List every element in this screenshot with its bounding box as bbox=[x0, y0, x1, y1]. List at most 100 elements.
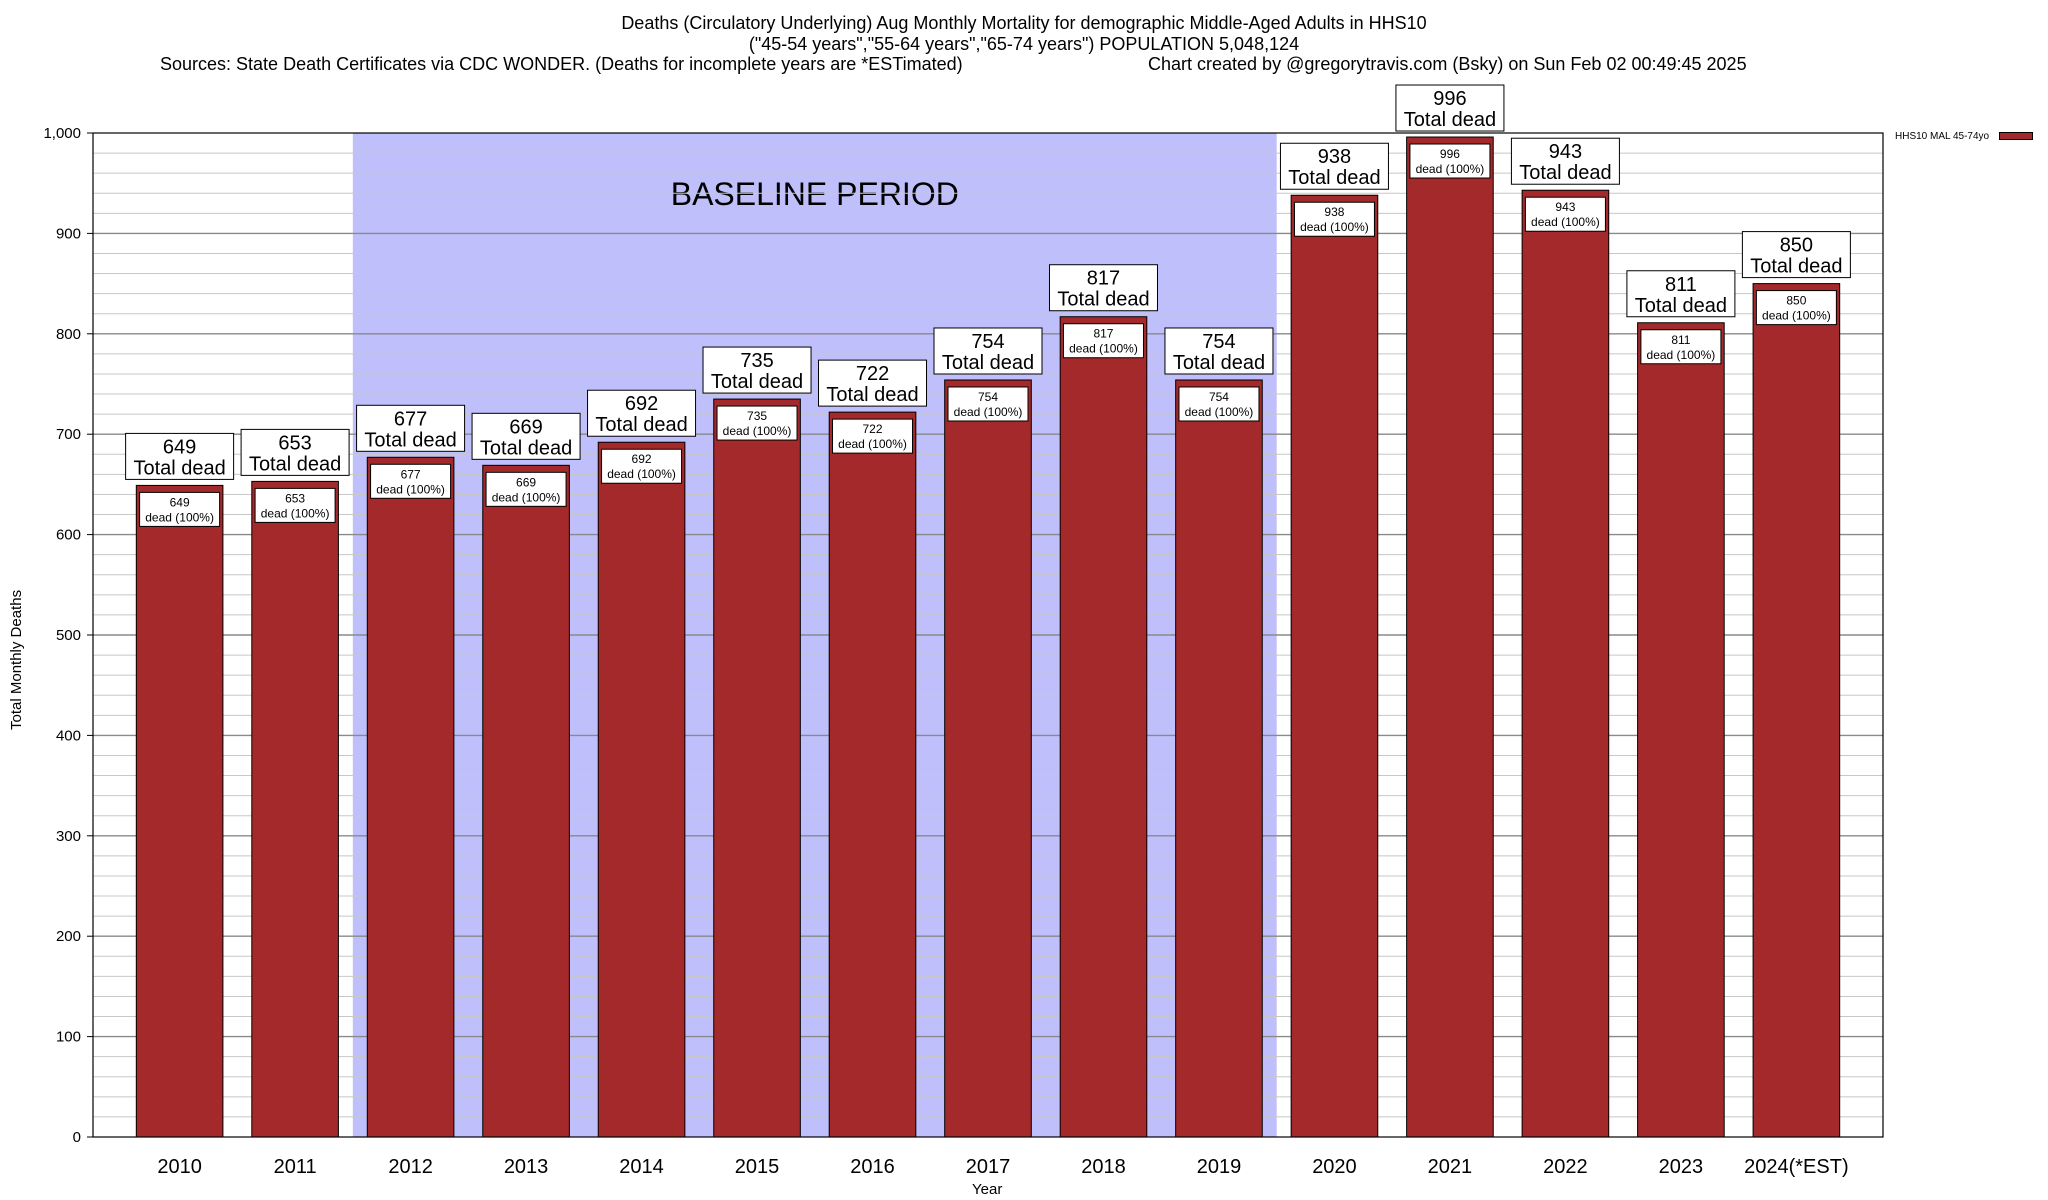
inner-label-box bbox=[139, 491, 221, 527]
legend: HHS10 MAL 45-74yo bbox=[1895, 131, 2034, 142]
top-total-label: Total dead bbox=[1635, 295, 1727, 317]
top-total-label: Total dead bbox=[364, 429, 456, 451]
x-tick-label: 2019 bbox=[1197, 1156, 1242, 1178]
inner-label-box bbox=[485, 471, 567, 507]
y-tick-label: 300 bbox=[56, 828, 81, 845]
top-value-label: 754 bbox=[1202, 331, 1235, 353]
top-label-box bbox=[125, 432, 235, 480]
inner-percent-label: dead (100%) bbox=[1300, 220, 1369, 234]
top-total-label: Total dead bbox=[1173, 352, 1265, 374]
top-value-label: 669 bbox=[509, 416, 542, 438]
bar bbox=[135, 484, 224, 1138]
bar bbox=[366, 456, 455, 1138]
top-total-label: Total dead bbox=[1750, 256, 1842, 278]
x-tick-label: 2012 bbox=[388, 1156, 433, 1178]
inner-label-box bbox=[1409, 143, 1491, 179]
inner-percent-label: dead (100%) bbox=[1069, 342, 1138, 356]
x-axis-label: Year bbox=[972, 1181, 1003, 1198]
top-label-box bbox=[933, 327, 1043, 375]
inner-label-box bbox=[716, 405, 798, 441]
top-total-label: Total dead bbox=[1288, 167, 1380, 189]
top-total-label: Total dead bbox=[1404, 109, 1496, 131]
top-value-label: 735 bbox=[740, 350, 773, 372]
legend-label: HHS10 MAL 45-74yo bbox=[1895, 131, 1990, 142]
inner-label-box bbox=[1755, 290, 1837, 326]
inner-percent-label: dead (100%) bbox=[492, 490, 561, 504]
top-label-box bbox=[1048, 264, 1158, 312]
x-tick-label: 2018 bbox=[1081, 1156, 1126, 1178]
inner-percent-label: dead (100%) bbox=[607, 467, 676, 481]
x-tick-label: 2020 bbox=[1312, 1156, 1357, 1178]
y-tick-label: 200 bbox=[56, 928, 81, 945]
bar bbox=[482, 464, 570, 1138]
inner-label-box bbox=[601, 448, 683, 484]
inner-percent-label: dead (100%) bbox=[954, 405, 1023, 419]
x-tick-label: 2023 bbox=[1659, 1156, 1704, 1178]
inner-value-label: 669 bbox=[516, 475, 536, 489]
top-total-label: Total dead bbox=[595, 414, 687, 436]
x-tick-label: 2015 bbox=[735, 1156, 780, 1178]
top-value-label: 677 bbox=[394, 408, 427, 430]
top-value-label: 817 bbox=[1087, 268, 1120, 290]
top-value-label: 649 bbox=[163, 436, 196, 458]
inner-value-label: 943 bbox=[1555, 200, 1575, 214]
x-tick-label: 2016 bbox=[850, 1156, 895, 1178]
y-tick-label: 400 bbox=[56, 727, 81, 744]
x-tick-label: 2021 bbox=[1428, 1156, 1473, 1178]
inner-value-label: 811 bbox=[1671, 333, 1690, 347]
bar bbox=[597, 441, 686, 1138]
top-value-label: 722 bbox=[856, 363, 889, 385]
inner-percent-label: dead (100%) bbox=[376, 482, 445, 496]
y-tick-label: 700 bbox=[56, 426, 81, 443]
bar bbox=[251, 480, 339, 1138]
inner-label-box bbox=[1178, 386, 1260, 422]
y-tick-label: 800 bbox=[56, 326, 81, 343]
top-label-box bbox=[1626, 270, 1736, 318]
inner-value-label: 817 bbox=[1093, 327, 1113, 341]
top-label-box bbox=[1510, 137, 1620, 185]
top-label-box bbox=[240, 428, 350, 476]
top-label-box bbox=[702, 346, 812, 394]
inner-percent-label: dead (100%) bbox=[1416, 162, 1485, 176]
top-label-box bbox=[818, 359, 928, 407]
inner-value-label: 677 bbox=[401, 467, 421, 481]
y-tick-label: 600 bbox=[56, 527, 81, 544]
inner-value-label: 735 bbox=[747, 409, 767, 423]
bar bbox=[713, 398, 801, 1138]
baseline-period-label: BASELINE PERIOD bbox=[671, 176, 959, 212]
inner-label-box bbox=[1640, 329, 1722, 365]
top-total-label: Total dead bbox=[249, 453, 341, 475]
inner-value-label: 722 bbox=[863, 422, 883, 436]
top-total-label: Total dead bbox=[133, 457, 225, 479]
sources-note: Sources: State Death Certificates via CD… bbox=[160, 54, 963, 74]
bar bbox=[1175, 379, 1263, 1138]
top-value-label: 754 bbox=[971, 331, 1004, 353]
bar bbox=[828, 411, 917, 1138]
inner-percent-label: dead (100%) bbox=[1185, 405, 1254, 419]
bar bbox=[1406, 136, 1494, 1138]
top-label-box bbox=[1279, 142, 1389, 190]
top-value-label: 653 bbox=[278, 432, 311, 454]
inner-label-box bbox=[947, 386, 1029, 422]
bar bbox=[1290, 194, 1379, 1138]
chart-title: Deaths (Circulatory Underlying) Aug Mont… bbox=[621, 13, 1427, 33]
x-tick-label: 2014 bbox=[619, 1156, 664, 1178]
y-tick-label: 0 bbox=[73, 1129, 81, 1146]
top-total-label: Total dead bbox=[1057, 289, 1149, 311]
top-value-label: 811 bbox=[1665, 274, 1697, 296]
inner-percent-label: dead (100%) bbox=[1647, 348, 1716, 362]
y-tick-label: 100 bbox=[56, 1029, 81, 1046]
bar bbox=[1637, 322, 1725, 1138]
inner-percent-label: dead (100%) bbox=[1531, 215, 1600, 229]
x-tick-label: 2017 bbox=[966, 1156, 1011, 1178]
x-tick-label: 2011 bbox=[274, 1156, 317, 1178]
inner-value-label: 996 bbox=[1440, 147, 1460, 161]
inner-value-label: 754 bbox=[1209, 390, 1229, 404]
bar bbox=[1752, 283, 1841, 1138]
inner-percent-label: dead (100%) bbox=[261, 506, 330, 520]
x-tick-label: 2010 bbox=[157, 1156, 202, 1178]
inner-label-box bbox=[1293, 201, 1375, 237]
top-label-box bbox=[1741, 231, 1851, 279]
